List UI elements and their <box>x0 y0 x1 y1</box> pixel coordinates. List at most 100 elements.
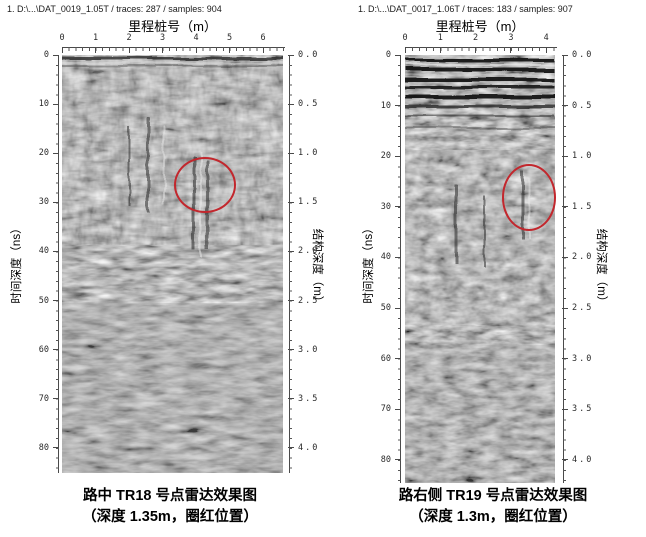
right-axis-label: 结构深度（m） <box>595 228 607 308</box>
radargram-texture <box>405 55 555 483</box>
depth-tick-label: 1.0 <box>298 148 320 159</box>
caption-line1: 路中 TR18 号点雷达效果图 <box>82 488 257 504</box>
x-tick-label: 1 <box>437 33 443 43</box>
time-major-tick <box>395 105 401 107</box>
caption-line2: （深度 1.35m，圈红位置） <box>82 509 258 526</box>
left-axis-label: 时间深度（ns） <box>11 222 23 304</box>
time-tick-label: 20 <box>380 151 391 162</box>
x-axis-minor-ticks <box>62 47 285 51</box>
time-major-tick <box>53 349 59 351</box>
depth-major-tick <box>288 152 294 154</box>
depth-axis-minor-ticks <box>563 55 566 483</box>
depth-major-tick <box>562 105 568 107</box>
time-major-tick <box>53 250 59 252</box>
time-tick-label: 50 <box>38 295 49 306</box>
time-tick-label: 60 <box>38 344 49 355</box>
time-tick-label: 50 <box>380 303 391 313</box>
depth-major-tick <box>288 201 294 203</box>
x-major-tick <box>545 47 547 53</box>
time-tick-label: 80 <box>38 442 49 453</box>
time-major-tick <box>53 398 59 400</box>
x-major-tick <box>510 47 512 53</box>
depth-major-tick <box>288 398 294 400</box>
time-tick-label: 10 <box>380 100 391 111</box>
depth-tick-label: 1.5 <box>298 197 320 208</box>
depth-tick-label: 3.5 <box>572 404 594 415</box>
radargram-panel-tr18: 1. D:\...\DAT_0019_1.05T / traces: 287 /… <box>0 4 340 528</box>
x-tick-label: 6 <box>260 33 266 43</box>
x-major-tick <box>262 47 264 53</box>
x-major-tick <box>128 47 130 53</box>
time-tick-label: 40 <box>380 252 391 263</box>
time-major-tick <box>395 206 401 208</box>
x-tick-label: 2 <box>473 33 479 43</box>
time-major-tick <box>53 447 59 449</box>
radargram-image <box>62 55 283 473</box>
x-major-tick <box>162 47 163 53</box>
depth-major-tick <box>288 103 294 105</box>
x-axis-minor-ticks <box>405 47 557 51</box>
caption-line2: （深度 1.3m，圈红位置） <box>409 509 577 526</box>
depth-tick-label: 3.0 <box>298 344 320 355</box>
x-major-tick <box>439 47 441 53</box>
depth-major-tick <box>562 307 568 309</box>
depth-major-tick <box>562 358 568 360</box>
depth-major-tick <box>562 54 568 56</box>
top-axis-title: 里程桩号（m） <box>435 19 525 34</box>
time-major-tick <box>395 54 401 56</box>
time-tick-label: 0 <box>385 50 391 60</box>
time-major-tick <box>395 155 401 157</box>
depth-tick-label: 1.5 <box>572 201 594 212</box>
x-major-tick <box>195 47 197 53</box>
time-major-tick <box>395 459 401 461</box>
time-major-tick <box>395 256 401 258</box>
time-tick-label: 60 <box>380 353 391 364</box>
depth-tick-label: 0.0 <box>298 50 320 60</box>
red-circle-annotation <box>502 164 557 232</box>
radargram-texture <box>62 55 283 473</box>
depth-tick-label: 0.0 <box>572 50 594 60</box>
depth-tick-label: 4.0 <box>298 442 320 453</box>
depth-major-tick <box>562 256 568 258</box>
time-tick-label: 20 <box>38 148 49 159</box>
time-axis-minor-ticks <box>398 55 401 483</box>
left-axis-label: 时间深度（ns） <box>363 222 375 304</box>
depth-major-tick <box>562 155 568 157</box>
radargram-panel-tr19: 1. D:\...\DAT_0017_1.06T / traces: 183 /… <box>340 0 646 537</box>
top-axis-title: 里程桩号（m） <box>128 19 217 34</box>
depth-tick-label: 3.0 <box>572 353 594 364</box>
x-major-tick <box>61 47 63 53</box>
x-tick-label: 5 <box>226 33 233 43</box>
x-tick-label: 3 <box>159 33 166 43</box>
radargram-image <box>405 55 555 483</box>
time-major-tick <box>53 152 59 154</box>
depth-major-tick <box>562 459 568 461</box>
time-tick-label: 70 <box>380 404 391 415</box>
depth-tick-label: 1.0 <box>572 151 594 162</box>
time-major-tick <box>53 54 59 56</box>
file-header: 1. D:\...\DAT_0019_1.05T / traces: 287 /… <box>7 4 222 14</box>
depth-major-tick <box>288 349 294 351</box>
time-tick-label: 70 <box>38 393 49 404</box>
x-tick-label: 4 <box>193 33 199 43</box>
depth-major-tick <box>288 300 294 301</box>
time-tick-label: 10 <box>38 99 49 110</box>
file-header: 1. D:\...\DAT_0017_1.06T / traces: 183 /… <box>358 4 573 14</box>
time-major-tick <box>395 408 401 410</box>
depth-major-tick <box>562 206 568 208</box>
time-axis-minor-ticks <box>56 55 59 473</box>
x-major-tick <box>475 47 477 53</box>
x-major-tick <box>95 47 96 53</box>
caption: 路中 TR18 号点雷达效果图 （深度 1.35m，圈红位置） <box>0 486 340 528</box>
depth-tick-label: 2.0 <box>572 252 594 263</box>
x-tick-label: 3 <box>508 33 514 43</box>
time-major-tick <box>395 358 401 360</box>
depth-tick-label: 0.5 <box>572 100 594 111</box>
depth-tick-label: 0.5 <box>298 99 320 110</box>
depth-tick-label: 2.0 <box>298 246 320 257</box>
caption-line1: 路右侧 TR19 号点雷达效果图 <box>398 488 588 504</box>
depth-major-tick <box>288 447 294 449</box>
caption: 路右侧 TR19 号点雷达效果图 （深度 1.3m，圈红位置） <box>340 486 646 528</box>
time-tick-label: 0 <box>43 50 49 60</box>
